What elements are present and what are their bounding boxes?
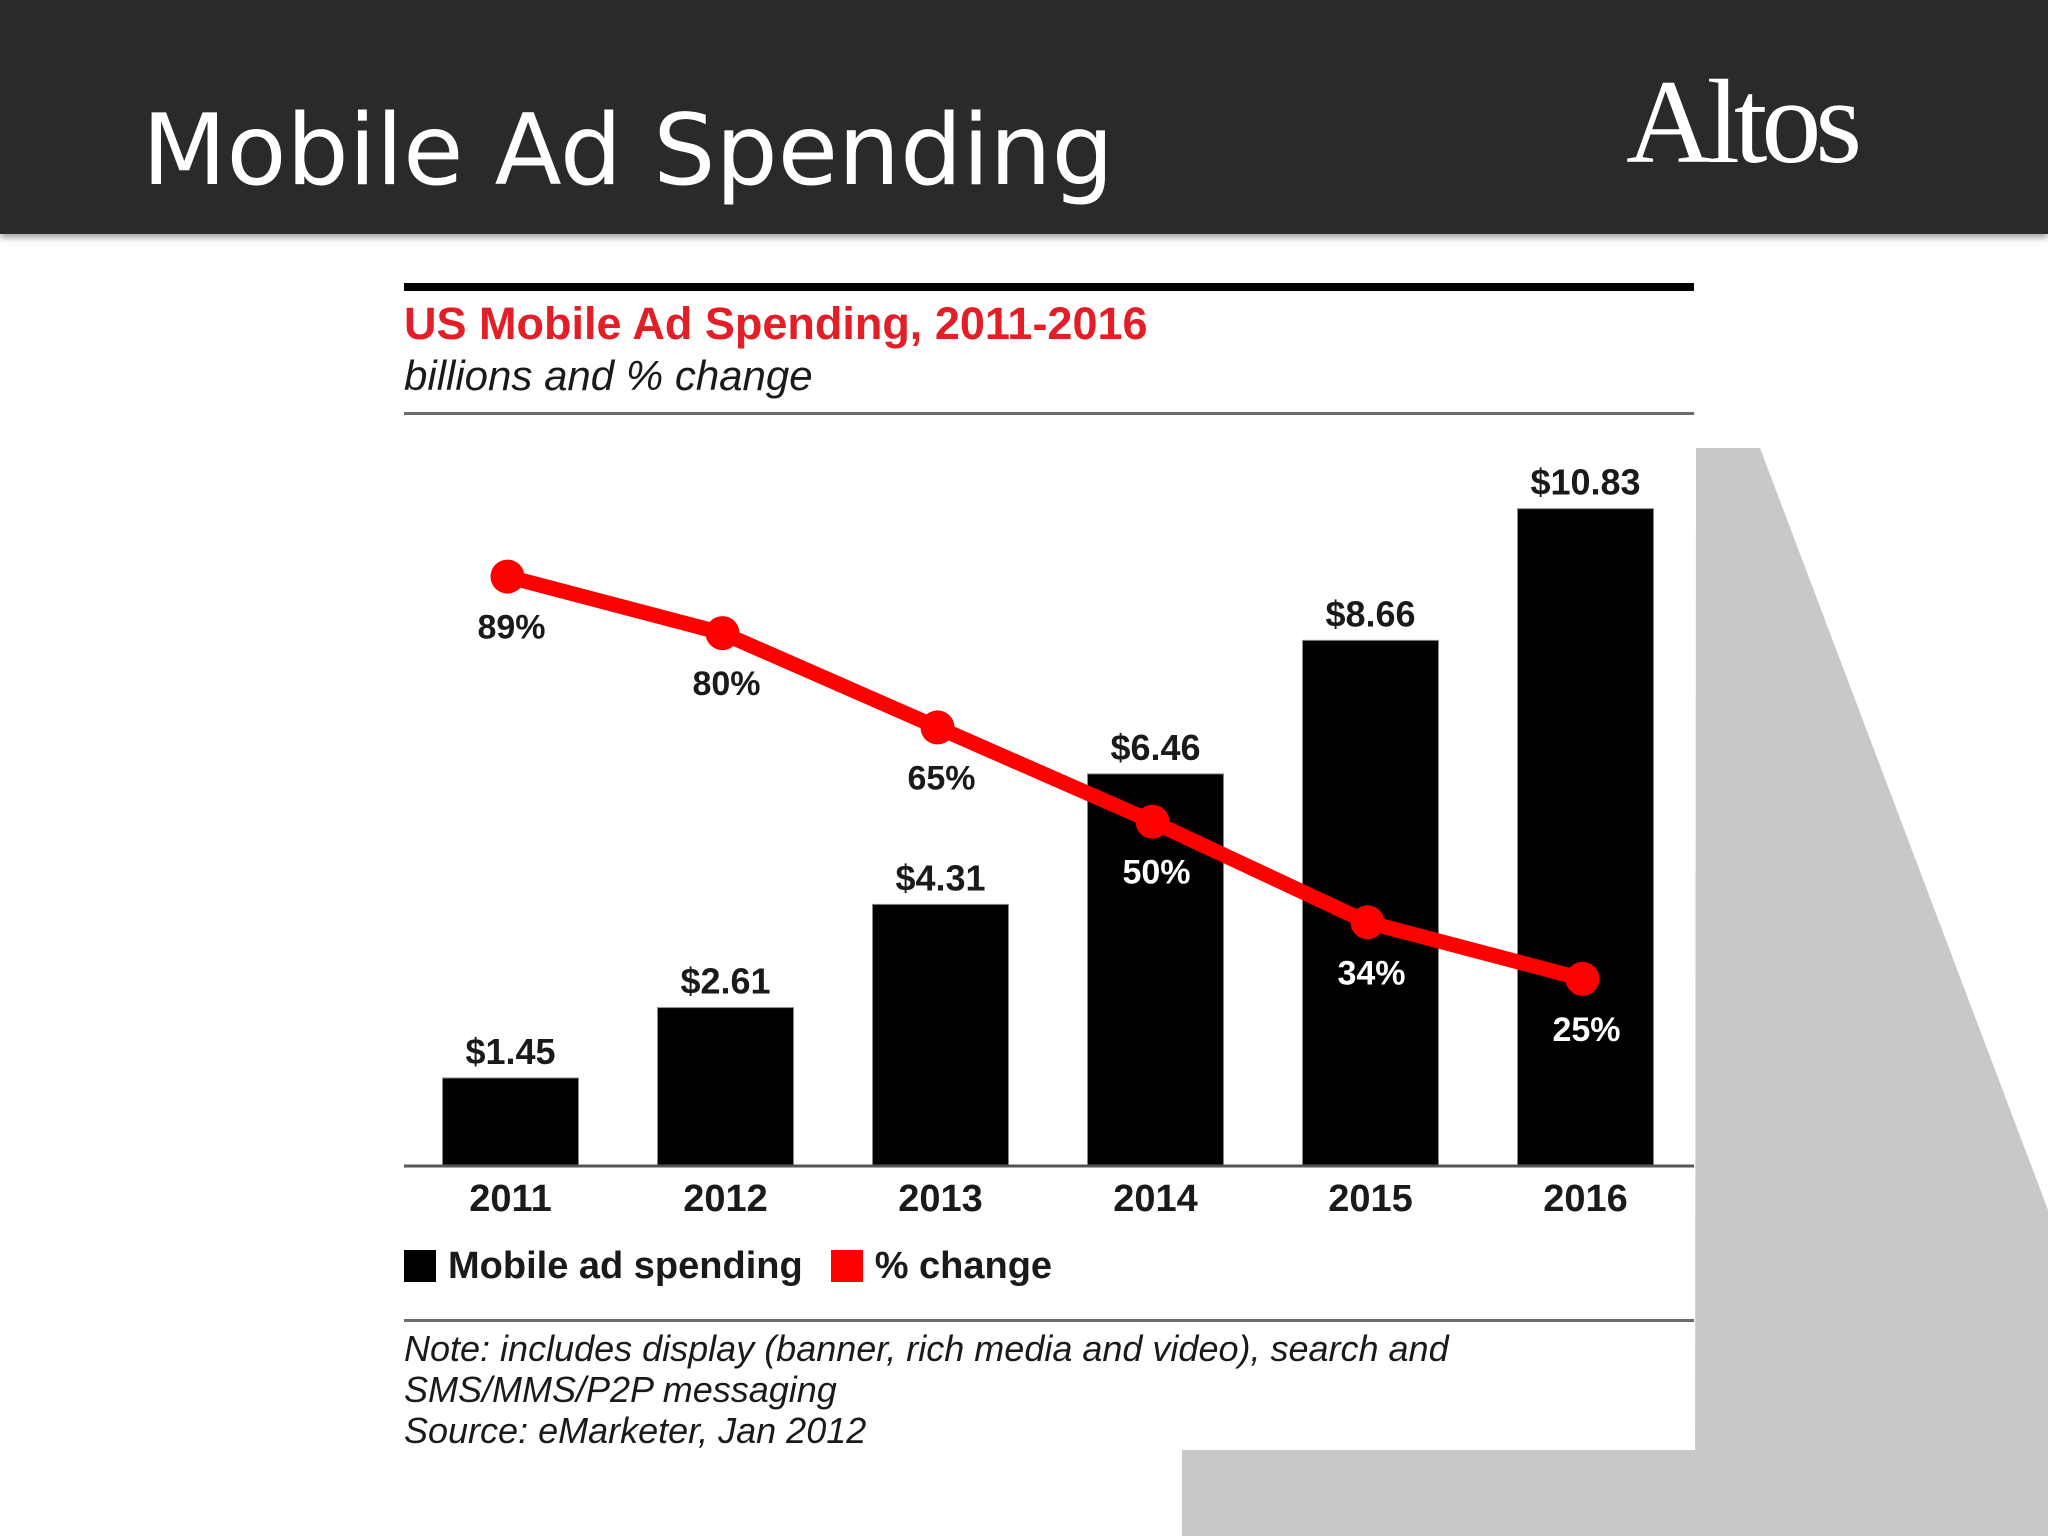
percent-change-point	[1350, 905, 1385, 940]
figure-title: US Mobile Ad Spending, 2011-2016	[404, 298, 1148, 349]
percent-change-point	[490, 559, 525, 594]
figure-footer-rule	[404, 1319, 1694, 1322]
percent-change-label: 50%	[1122, 854, 1190, 892]
bar-value-label: $4.31	[895, 857, 985, 898]
figure-subtitle: billions and % change	[404, 352, 813, 399]
percent-change-label: 89%	[477, 609, 545, 647]
x-tick-label: 2015	[1328, 1178, 1413, 1220]
x-tick-label: 2016	[1543, 1178, 1628, 1220]
figure-note: Note: includes display (banner, rich med…	[404, 1328, 1694, 1451]
legend-label-change: % change	[874, 1244, 1053, 1287]
bar-value-label: $10.83	[1530, 462, 1640, 503]
bar	[657, 1007, 794, 1167]
slide-header: Mobile Ad Spending Altos	[0, 0, 2048, 234]
bar	[1517, 508, 1654, 1167]
x-tick-label: 2014	[1113, 1178, 1198, 1220]
x-tick-label: 2013	[898, 1178, 983, 1220]
bar	[442, 1077, 579, 1167]
bar-value-label: $8.66	[1325, 593, 1415, 634]
percent-change-point	[1135, 804, 1170, 839]
legend-item-spending: Mobile ad spending	[404, 1245, 803, 1288]
x-tick-label: 2012	[683, 1178, 768, 1220]
legend-item-change: % change	[830, 1244, 1053, 1288]
source-line: Source: eMarketer, Jan 2012	[404, 1410, 867, 1451]
figure-top-rule	[404, 283, 1694, 291]
legend-swatch-spending	[404, 1250, 436, 1282]
bar-value-label: $1.45	[465, 1031, 555, 1072]
x-tick-label: 2011	[469, 1178, 551, 1220]
slide-title: Mobile Ad Spending	[142, 94, 1114, 208]
percent-change-label: 25%	[1552, 1011, 1620, 1049]
bar	[872, 903, 1009, 1167]
bar-value-label: $2.61	[680, 961, 770, 1002]
note-line: Note: includes display (banner, rich med…	[404, 1328, 1449, 1369]
percent-change-line	[500, 569, 1590, 987]
bar-value-label: $6.46	[1110, 727, 1200, 768]
percent-change-point	[1565, 961, 1600, 996]
legend-label-spending: Mobile ad spending	[448, 1244, 803, 1287]
percent-change-label: 80%	[692, 665, 760, 703]
note-line: SMS/MMS/P2P messaging	[404, 1369, 837, 1410]
percent-change-label: 34%	[1337, 954, 1405, 992]
percent-change-point	[705, 616, 740, 651]
percent-change-label: 65%	[907, 759, 975, 797]
legend-swatch-change	[830, 1250, 863, 1282]
figure-header-rule	[404, 412, 1694, 415]
altos-logo: Altos	[1626, 55, 1862, 188]
percent-change-point	[920, 710, 955, 745]
chart-legend: Mobile ad spending % change	[404, 1244, 1080, 1288]
